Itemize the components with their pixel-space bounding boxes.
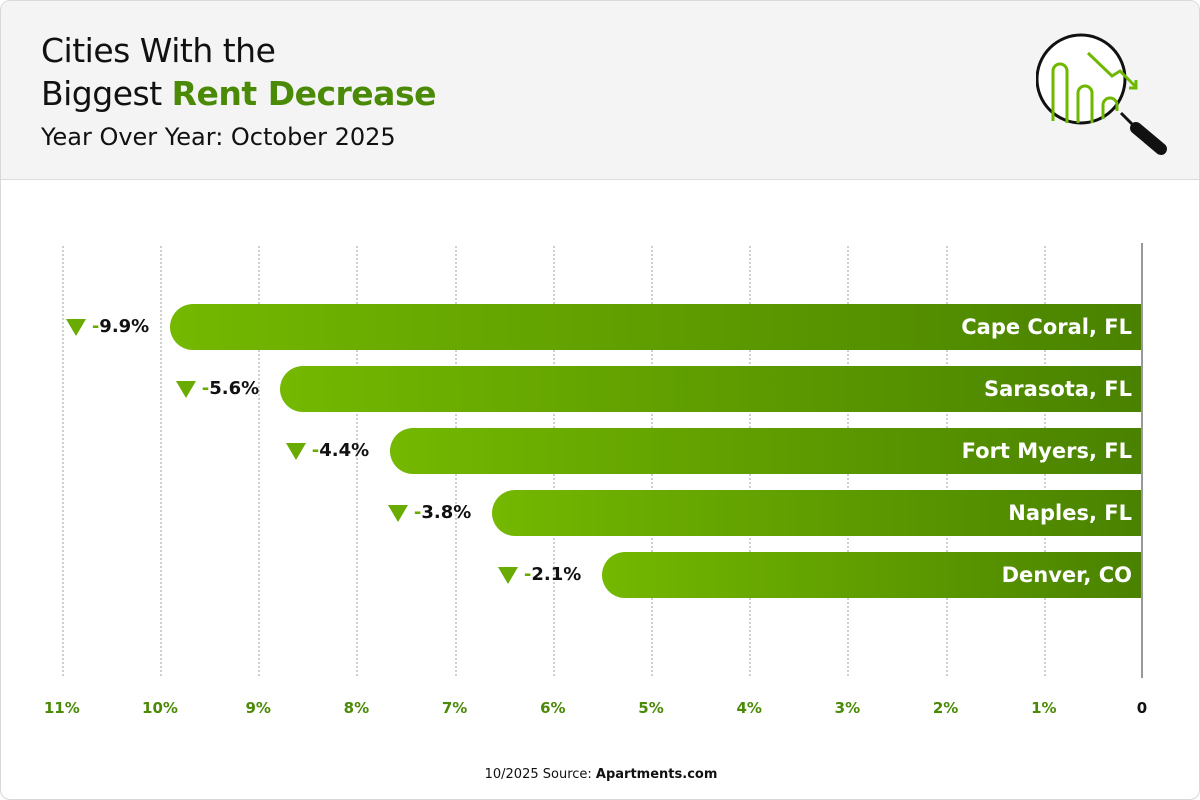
minus-sign: - xyxy=(91,316,100,337)
x-tick-label: 1% xyxy=(1031,699,1057,717)
value-number: 9.9% xyxy=(99,316,150,337)
minus-sign: - xyxy=(523,564,532,585)
source-name: Apartments.com xyxy=(595,767,718,782)
magnifier-declining-bar-chart-icon xyxy=(1036,33,1167,155)
value-label: -3.8% xyxy=(387,490,472,536)
gridline xyxy=(61,246,64,676)
zero-axis-line xyxy=(1141,243,1143,678)
bar: Cape Coral, FL xyxy=(169,304,1142,350)
x-tick-label: 5% xyxy=(638,699,664,717)
x-tick-label: 6% xyxy=(540,699,566,717)
value-number: 3.8% xyxy=(421,502,472,523)
bar: Sarasota, FL xyxy=(279,366,1142,412)
title-accent: Rent Decrease xyxy=(171,74,437,113)
gridline xyxy=(160,246,162,676)
value-number: 4.4% xyxy=(319,440,370,461)
source-note: 10/2025 Source: Apartments.com xyxy=(1,767,1199,782)
gridline xyxy=(356,246,359,676)
value-label: -4.4% xyxy=(285,428,370,474)
bar: Fort Myers, FL xyxy=(389,428,1142,474)
down-triangle-icon xyxy=(175,380,196,398)
value-label: -5.6% xyxy=(175,366,260,412)
x-tick-label: 11% xyxy=(43,699,80,717)
minus-sign: - xyxy=(413,502,422,523)
title-plain: Biggest xyxy=(41,74,172,113)
down-triangle-icon xyxy=(387,504,408,522)
header: Cities With the Biggest Rent Decrease Ye… xyxy=(1,1,1199,180)
minus-sign: - xyxy=(201,378,210,399)
subtitle: Year Over Year: October 2025 xyxy=(41,123,396,151)
value-label: -2.1% xyxy=(497,552,582,598)
down-triangle-icon xyxy=(65,318,86,336)
down-triangle-icon xyxy=(497,566,518,584)
x-tick-label: 9% xyxy=(245,699,271,717)
minus-sign: - xyxy=(311,440,320,461)
x-tick-label: 7% xyxy=(441,699,468,717)
x-tick-label: 2% xyxy=(932,699,959,717)
x-tick-label: 0 xyxy=(1136,699,1148,717)
x-tick-label: 4% xyxy=(736,699,762,717)
bar: Denver, CO xyxy=(601,552,1142,598)
bar: Naples, FL xyxy=(491,490,1142,536)
value-number: 2.1% xyxy=(531,564,582,585)
title-line-2: Biggest Rent Decrease xyxy=(41,74,436,114)
title-line-1: Cities With the xyxy=(41,31,276,70)
value-number: 5.6% xyxy=(209,378,260,399)
x-tick-label: 8% xyxy=(343,699,370,717)
value-label: -9.9% xyxy=(65,304,150,350)
source-prefix: 10/2025 Source: xyxy=(484,767,596,782)
x-tick-label: 10% xyxy=(142,699,178,717)
gridline xyxy=(258,246,261,676)
x-tick-label: 3% xyxy=(834,699,861,717)
down-triangle-icon xyxy=(285,442,306,460)
